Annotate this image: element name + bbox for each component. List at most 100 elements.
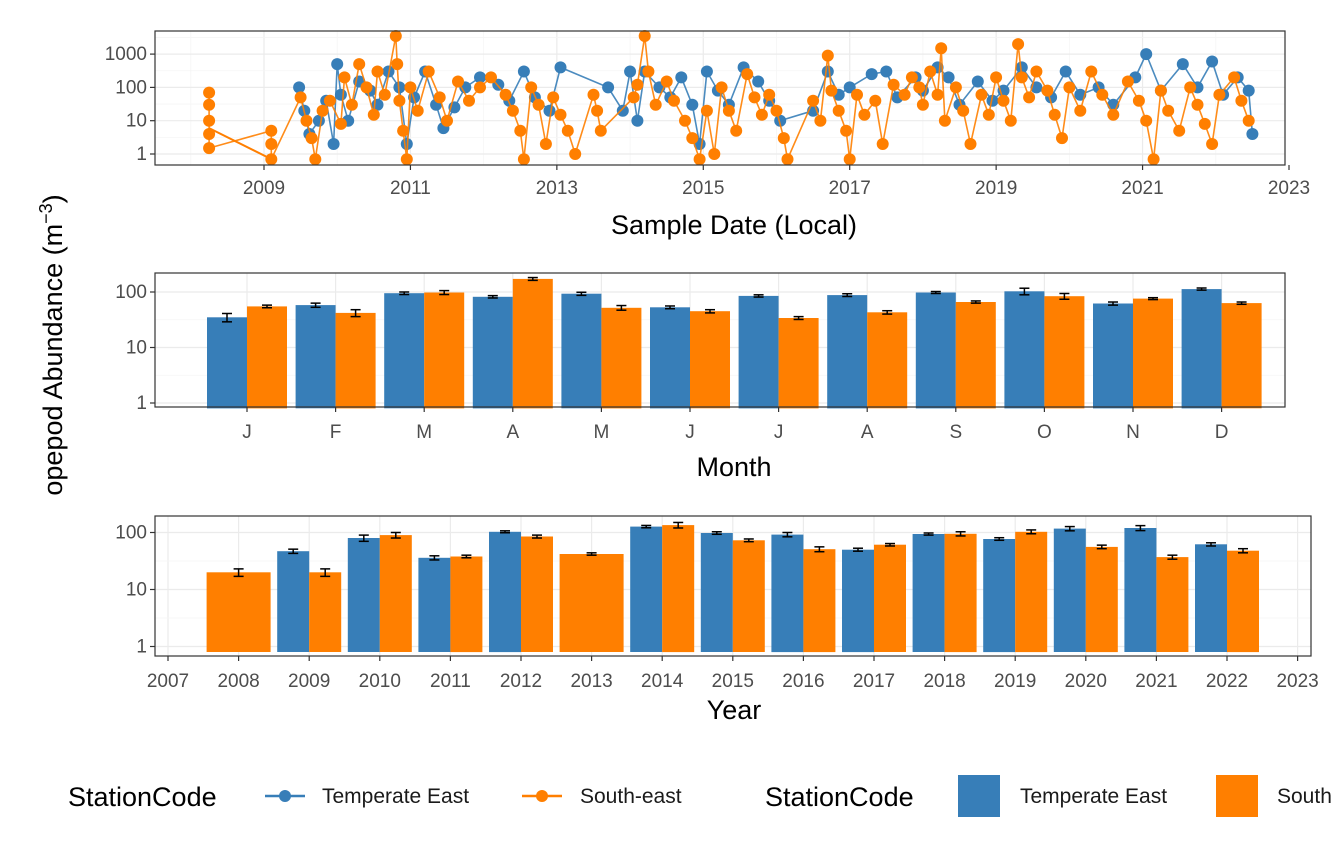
data-point (997, 94, 1010, 107)
data-point (935, 42, 948, 55)
data-point (485, 71, 497, 84)
legend-bar-swatch (958, 775, 1000, 817)
bar (1227, 550, 1259, 653)
data-point (1023, 91, 1036, 104)
data-point (825, 84, 838, 97)
data-point (752, 75, 765, 88)
bar (1195, 544, 1227, 652)
data-point (452, 75, 464, 88)
x-tick-label: 2008 (217, 671, 259, 692)
data-point (1198, 117, 1211, 130)
x-tick-label: 2012 (500, 671, 542, 692)
legend-bars-entry-south: South (1216, 775, 1332, 817)
x-tick-label: J (242, 422, 252, 443)
data-point (649, 98, 662, 111)
data-point (433, 91, 446, 104)
data-point (700, 65, 713, 78)
x-tick-label: A (506, 422, 519, 443)
data-point (638, 30, 651, 42)
x-tick-label: 2023 (1268, 178, 1310, 199)
x-tick-label: J (685, 422, 695, 443)
data-point (1012, 38, 1025, 51)
y-axis-title-main: opepod Abundance (m (38, 224, 68, 496)
data-point (1184, 81, 1197, 94)
x-tick-label: O (1037, 422, 1052, 443)
data-point (1173, 124, 1186, 137)
legend-bars-entry-temperate-east: Temperate East (958, 775, 1167, 817)
bar (1093, 303, 1133, 409)
data-point (345, 98, 358, 111)
data-point (367, 108, 380, 121)
data-point (722, 104, 735, 117)
x-tick-label: 2022 (1206, 671, 1248, 692)
data-point (1242, 114, 1255, 127)
data-point (203, 128, 216, 140)
x-tick-label: J (774, 422, 784, 443)
bar (309, 572, 342, 652)
data-point (964, 138, 977, 150)
data-point (774, 114, 787, 127)
y-tick-label: 1 (136, 637, 147, 658)
data-point (1004, 114, 1017, 127)
data-point (323, 94, 336, 107)
data-point (393, 94, 406, 107)
data-point (814, 114, 827, 127)
bar (912, 534, 945, 652)
bar (601, 307, 642, 409)
data-point (594, 124, 607, 137)
data-point (763, 88, 776, 101)
legend-bars-label: Temperate East (1020, 785, 1167, 808)
data-point (561, 124, 574, 137)
y-axis-title-superscript: −3 (36, 203, 56, 224)
bar (1124, 528, 1157, 652)
x-tick-label: 2019 (975, 178, 1017, 199)
yearly-x-axis-title: Year (707, 695, 762, 725)
legend-points-entry-temperate-east: Temperate East (265, 785, 469, 808)
time-series-x-axis-title: Sample Date (Local) (611, 210, 857, 240)
data-point (840, 124, 853, 137)
data-point (715, 81, 728, 94)
x-tick-label: M (593, 422, 609, 443)
bar (1133, 298, 1173, 409)
x-tick-label: 2010 (359, 671, 401, 692)
data-point (1206, 138, 1219, 150)
bar (277, 551, 310, 652)
legend-points-title: StationCode (68, 782, 217, 812)
data-point (543, 104, 556, 117)
data-point (1176, 58, 1189, 71)
data-point (832, 104, 845, 117)
y-tick-label: 10 (126, 338, 147, 359)
data-point (843, 153, 856, 166)
data-point (411, 104, 424, 117)
data-point (905, 71, 918, 84)
x-tick-label: 2023 (1276, 671, 1318, 692)
bar (1004, 291, 1045, 409)
bar (384, 293, 425, 409)
bar (1181, 289, 1222, 409)
bar (424, 292, 465, 409)
data-point (730, 124, 743, 137)
bar (472, 296, 513, 409)
x-tick-label: M (416, 422, 432, 443)
data-point (265, 153, 278, 166)
data-point (474, 71, 486, 84)
data-point (1140, 48, 1153, 61)
bar (867, 312, 908, 409)
data-point (532, 98, 545, 111)
data-point (389, 30, 402, 42)
data-point (305, 132, 318, 145)
x-tick-label: 2013 (536, 178, 578, 199)
data-point (807, 94, 820, 107)
data-point (1030, 65, 1043, 78)
data-point (986, 94, 999, 107)
bar (915, 292, 956, 409)
data-point (686, 98, 699, 111)
data-point (898, 88, 911, 101)
data-point (1048, 108, 1061, 121)
bar (955, 302, 996, 409)
data-point (334, 88, 347, 101)
data-point (1015, 71, 1028, 84)
x-tick-label: 2011 (430, 671, 471, 692)
data-point (300, 114, 313, 127)
